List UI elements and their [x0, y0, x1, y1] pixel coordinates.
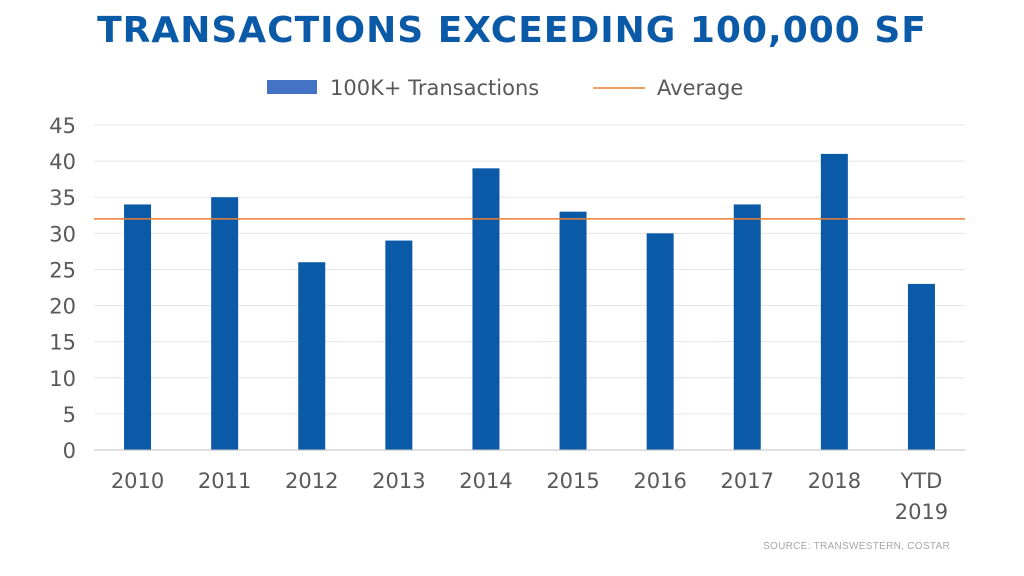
bar: [211, 197, 239, 450]
x-tick-label: 2014: [459, 469, 512, 493]
x-tick-label: YTD 2019: [895, 469, 948, 524]
x-tick-label: 2016: [633, 469, 686, 493]
x-tick-label: 2013: [372, 469, 425, 493]
y-tick-label: 35: [49, 186, 76, 210]
x-tick-label: 2018: [808, 469, 861, 493]
y-tick-label: 0: [63, 439, 76, 463]
label-layer: 0 5 10 15 20 25 30 35 40 45 2010 2011 2012 2013 2014 20…: [49, 114, 948, 524]
bar: [820, 153, 848, 450]
x-tick-label: 2011: [198, 469, 251, 493]
x-tick-label: 2012: [285, 469, 338, 493]
y-tick-label: 40: [49, 150, 76, 174]
x-tick-label: 2010: [111, 469, 164, 493]
x-tick-label: 2017: [721, 469, 774, 493]
legend: 100K+ Transactions Average: [267, 76, 743, 100]
bar: [907, 283, 935, 450]
bar: [733, 204, 761, 450]
y-tick-label: 15: [49, 331, 76, 355]
chart-title: TRANSACTIONS EXCEEDING 100,000 SF: [97, 10, 927, 51]
legend-label-average: Average: [657, 76, 743, 100]
bar: [646, 233, 674, 450]
y-tick-label: 45: [49, 114, 76, 138]
y-tick-label: 25: [49, 258, 76, 282]
grid-layer: [94, 124, 965, 415]
y-tick-label: 10: [49, 367, 76, 391]
legend-label-bars: 100K+ Transactions: [330, 76, 539, 100]
source-note: SOURCE: TRANSWESTERN, COSTAR: [763, 541, 950, 552]
bar: [472, 168, 500, 451]
y-tick-label: 30: [49, 222, 76, 246]
bar: [298, 262, 326, 450]
y-tick-label: 5: [63, 403, 76, 427]
bar-layer: [124, 153, 935, 451]
x-tick-label: 2015: [546, 469, 599, 493]
bar: [124, 204, 152, 450]
bar: [385, 240, 413, 450]
y-tick-label: 20: [49, 295, 76, 319]
bar: [559, 211, 587, 450]
legend-swatch-bars: [267, 80, 317, 94]
